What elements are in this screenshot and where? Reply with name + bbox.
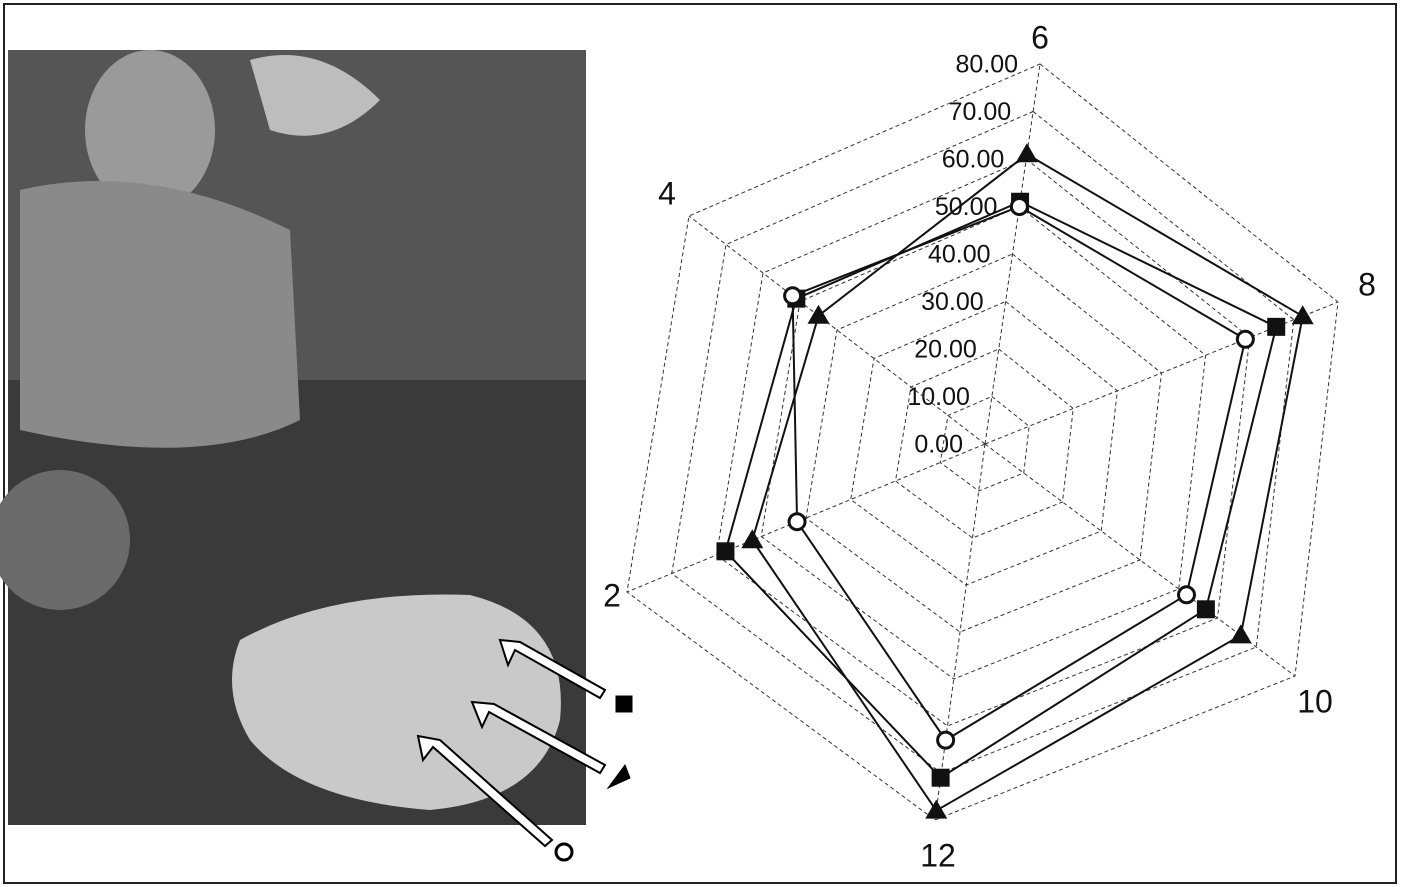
- point: [938, 732, 954, 748]
- point: [716, 542, 734, 560]
- axis-label: 12: [920, 837, 956, 873]
- axis-label: 4: [658, 175, 676, 211]
- point: [1179, 587, 1195, 603]
- figure: 0.00 10.00 20.00 30.00 40.00 50.00 60.00 70.00 8…: [0, 0, 1401, 887]
- point: [808, 305, 830, 324]
- point: [925, 800, 947, 819]
- page: {"chart_data": {"type": "radar", "catego…: [0, 0, 1401, 887]
- tick-label: 60.00: [942, 146, 1005, 174]
- point: [741, 529, 763, 548]
- axis-label: 2: [603, 577, 621, 613]
- tick-label: 40.00: [928, 241, 991, 269]
- axis-label: 8: [1358, 266, 1376, 302]
- axis-label: 10: [1297, 683, 1333, 719]
- tick-label: 80.00: [955, 51, 1018, 79]
- point: [932, 769, 950, 787]
- series-line: [752, 154, 1302, 810]
- radar-chart: 0.00 10.00 20.00 30.00 40.00 50.00 60.00 70.00 8…: [603, 19, 1376, 873]
- tick-label: 20.00: [914, 336, 977, 364]
- series-line: [793, 207, 1246, 741]
- axis-line: [935, 444, 985, 820]
- tick-label: 10.00: [907, 383, 970, 411]
- series-line: [725, 202, 1276, 778]
- point: [789, 514, 805, 530]
- point: [1267, 318, 1285, 336]
- tick-label: 30.00: [921, 288, 984, 316]
- point: [1230, 624, 1252, 643]
- point: [1016, 143, 1038, 162]
- point: [785, 288, 801, 304]
- tick-label: 70.00: [949, 98, 1012, 126]
- point: [1292, 305, 1314, 324]
- point: [1237, 331, 1253, 347]
- tick-label: 0.00: [914, 431, 963, 459]
- tick-label: 50.00: [935, 193, 998, 221]
- axis-label: 6: [1031, 19, 1049, 55]
- point: [1011, 199, 1027, 215]
- point: [1197, 600, 1215, 618]
